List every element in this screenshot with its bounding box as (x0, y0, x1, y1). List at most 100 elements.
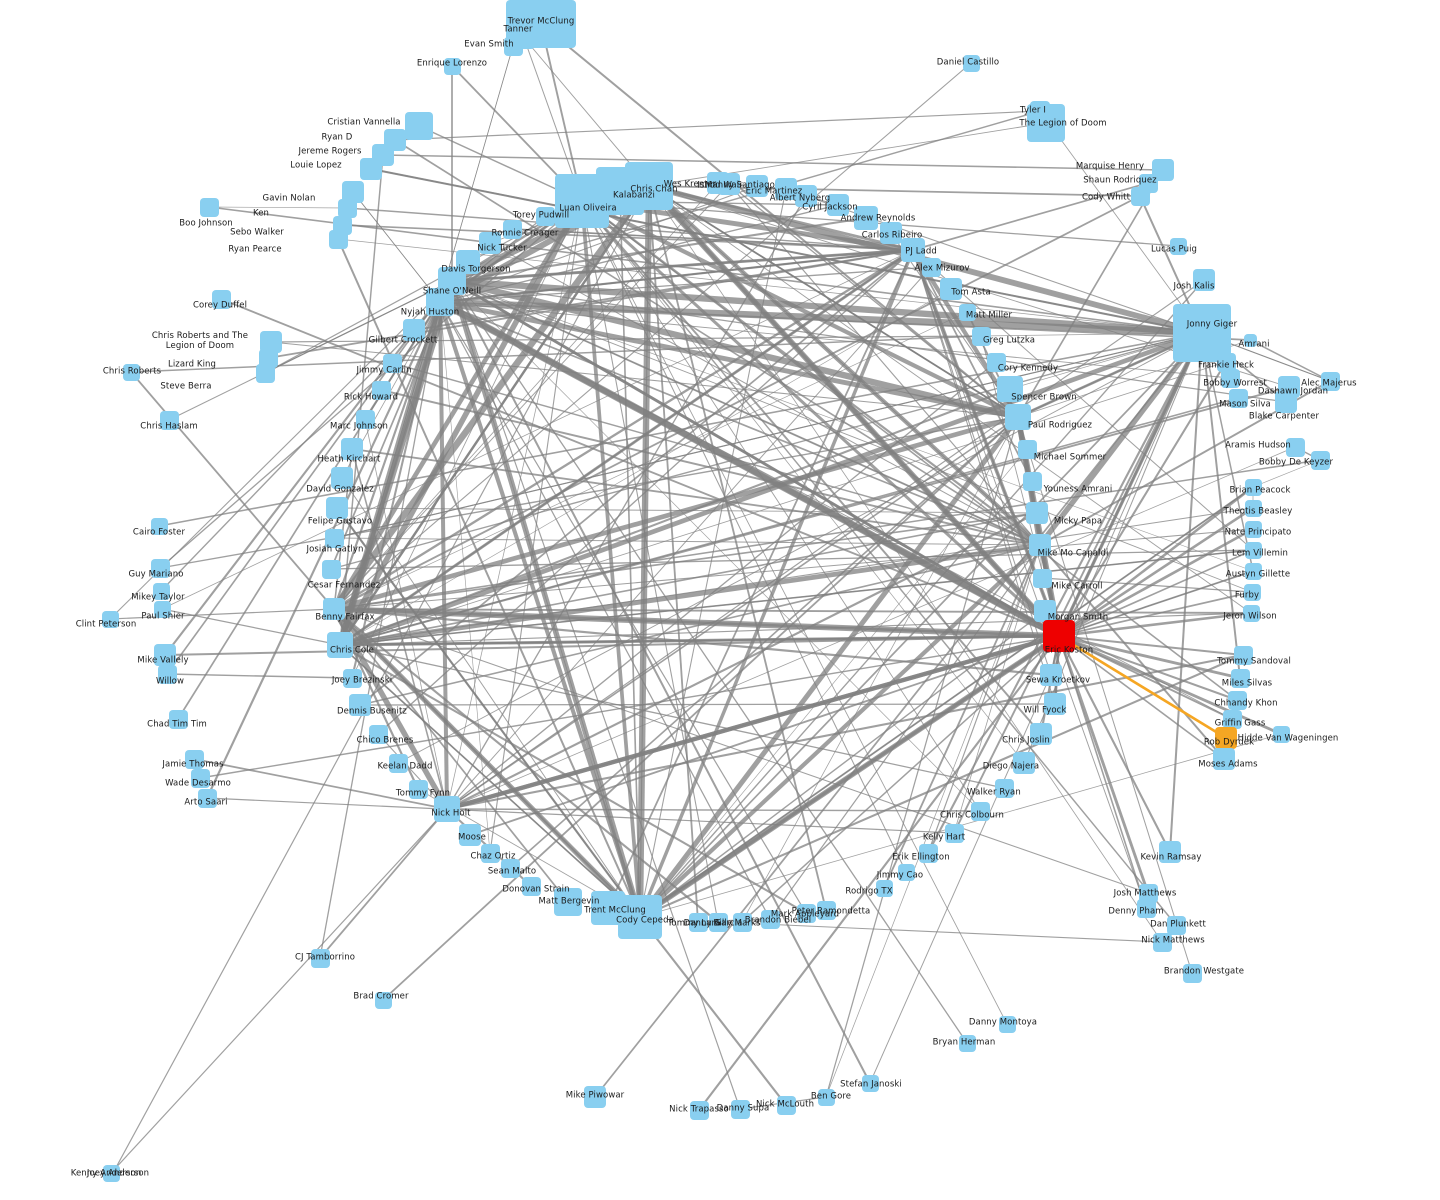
graph-node[interactable] (997, 376, 1023, 402)
graph-node[interactable] (184, 749, 204, 769)
graph-node[interactable] (211, 289, 231, 309)
graph-node[interactable] (521, 876, 541, 896)
graph-node[interactable] (688, 912, 708, 932)
graph-node[interactable] (405, 112, 433, 140)
graph-node[interactable] (1005, 404, 1031, 430)
graph-node[interactable] (459, 824, 481, 846)
graph-node[interactable] (817, 1088, 835, 1106)
graph-node[interactable] (708, 912, 728, 932)
graph-node[interactable] (342, 181, 364, 203)
graph-node[interactable] (154, 644, 176, 666)
graph-node[interactable] (153, 600, 171, 618)
graph-node[interactable] (502, 219, 522, 239)
graph-node[interactable] (1043, 620, 1075, 652)
graph-node[interactable] (994, 778, 1014, 798)
graph-node[interactable] (554, 888, 582, 916)
graph-node[interactable] (1173, 304, 1231, 362)
graph-node[interactable] (1244, 520, 1262, 538)
graph-node[interactable] (958, 1034, 976, 1052)
graph-node[interactable] (1275, 391, 1297, 413)
graph-node[interactable] (382, 353, 402, 373)
graph-node[interactable] (1244, 499, 1262, 517)
graph-node[interactable] (122, 363, 140, 381)
graph-node[interactable] (795, 185, 817, 207)
graph-node[interactable] (1227, 690, 1247, 710)
graph-node[interactable] (479, 232, 501, 254)
graph-node[interactable] (618, 895, 662, 939)
graph-node[interactable] (323, 598, 345, 620)
graph-node[interactable] (1230, 668, 1250, 688)
graph-node[interactable] (718, 173, 740, 195)
graph-node[interactable] (555, 174, 609, 228)
graph-node[interactable] (349, 694, 371, 716)
graph-node[interactable] (152, 582, 170, 600)
graph-node[interactable] (1152, 932, 1172, 952)
graph-node[interactable] (1136, 898, 1156, 918)
graph-node[interactable] (1152, 159, 1174, 181)
graph-node[interactable] (1159, 841, 1181, 863)
graph-node[interactable] (1013, 752, 1035, 774)
graph-node[interactable] (962, 54, 980, 72)
graph-node[interactable] (368, 724, 388, 744)
graph-node[interactable] (1026, 502, 1048, 524)
graph-node[interactable] (1166, 915, 1186, 935)
graph-node[interactable] (331, 467, 353, 489)
graph-node[interactable] (197, 788, 217, 808)
graph-node[interactable] (1244, 562, 1262, 580)
graph-node[interactable] (321, 559, 341, 579)
graph-node[interactable] (746, 175, 768, 197)
graph-node[interactable] (1130, 186, 1150, 206)
graph-node[interactable] (1285, 437, 1305, 457)
graph-node[interactable] (360, 158, 382, 180)
graph-node[interactable] (816, 900, 836, 920)
graph-node[interactable] (408, 779, 428, 799)
graph-node[interactable] (535, 206, 555, 226)
graph-node[interactable] (1193, 269, 1215, 291)
graph-node[interactable] (403, 319, 425, 341)
graph-node[interactable] (168, 709, 188, 729)
graph-node[interactable] (443, 57, 461, 75)
graph-node[interactable] (1182, 963, 1202, 983)
graph-node[interactable] (1310, 450, 1330, 470)
graph-node[interactable] (827, 194, 849, 216)
graph-node[interactable] (159, 410, 179, 430)
graph-node[interactable] (101, 610, 119, 628)
graph-node[interactable] (1022, 471, 1042, 491)
graph-node[interactable] (760, 909, 780, 929)
graph-node[interactable] (190, 768, 210, 788)
graph-node[interactable] (310, 948, 330, 968)
graph-node[interactable] (901, 238, 925, 262)
graph-node[interactable] (1242, 604, 1260, 622)
graph-node[interactable] (500, 858, 520, 878)
graph-node[interactable] (371, 380, 391, 400)
graph-node[interactable] (861, 1074, 879, 1092)
graph-node[interactable] (1030, 723, 1052, 745)
graph-node[interactable] (1216, 352, 1236, 372)
graph-node[interactable] (1244, 541, 1262, 559)
graph-node[interactable] (324, 528, 344, 548)
graph-node[interactable] (776, 1095, 796, 1115)
graph-node[interactable] (1222, 709, 1242, 729)
graph-node[interactable] (584, 1086, 606, 1108)
graph-node[interactable] (689, 1100, 709, 1120)
graph-node[interactable] (1228, 388, 1248, 408)
graph-node[interactable] (958, 303, 976, 321)
graph-node[interactable] (918, 843, 938, 863)
graph-node[interactable] (998, 1015, 1016, 1033)
graph-node[interactable] (1243, 583, 1261, 601)
graph-node[interactable] (971, 326, 991, 346)
graph-node[interactable] (106, 1166, 120, 1180)
graph-node[interactable] (854, 206, 878, 230)
graph-node[interactable] (1243, 333, 1257, 347)
graph-node[interactable] (355, 409, 375, 429)
graph-node[interactable] (199, 197, 219, 217)
graph-node[interactable] (775, 178, 797, 200)
graph-node[interactable] (426, 288, 454, 316)
graph-node[interactable] (1320, 371, 1340, 391)
graph-node[interactable] (1040, 664, 1062, 686)
graph-node[interactable] (1220, 368, 1240, 388)
graph-node[interactable] (1044, 693, 1066, 715)
graph-node[interactable] (1027, 104, 1065, 142)
graph-node[interactable] (732, 912, 752, 932)
graph-node[interactable] (940, 278, 962, 300)
